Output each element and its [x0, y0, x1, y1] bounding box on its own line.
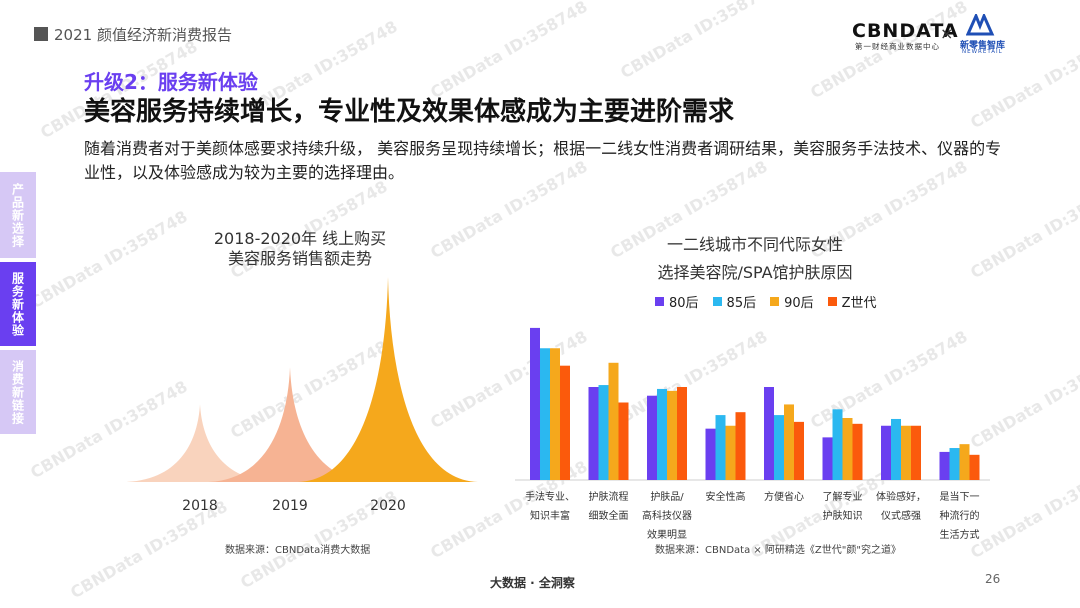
- x-tick-label: 手法专业、知识丰富: [525, 490, 575, 522]
- section-subtitle: 升级2：服务新体验: [84, 70, 258, 94]
- bar-80后: [530, 327, 540, 480]
- bar-80后: [881, 425, 891, 480]
- sales-peak-2018: [125, 404, 275, 482]
- bar-85后: [774, 415, 784, 480]
- legend-item-z: Z世代: [827, 292, 877, 311]
- watermark-text: CBNData ID:358748: [617, 0, 781, 83]
- chart2-legend: 80后 85后 90后 Z世代: [655, 292, 877, 311]
- x-tick-label: 2019: [272, 498, 308, 514]
- x-tick-label: 了解专业护肤知识: [823, 490, 863, 522]
- bar-80后: [588, 387, 599, 480]
- legend-label: 90后: [784, 296, 814, 311]
- logo-separator: ×: [940, 24, 954, 43]
- bar-90后: [725, 425, 736, 480]
- x-tick-label: 护肤品/高科技仪器效果明显: [642, 490, 692, 541]
- chart1-title: 2018-2020年 线上购买 美容服务销售额走势: [180, 229, 420, 269]
- side-nav-label: 消费新链接: [10, 359, 25, 425]
- bar-80后: [647, 395, 657, 480]
- header-marker: [34, 27, 48, 41]
- page-number: 26: [985, 572, 1001, 586]
- bar-90后: [959, 444, 970, 480]
- chart1-sales-trend: 2018 2019 2020: [125, 277, 478, 514]
- newretail-logo: 新零售智库: [960, 41, 1006, 51]
- bar-Z世代: [677, 387, 687, 480]
- legend-swatch: [655, 297, 664, 306]
- bar-90后: [667, 390, 677, 480]
- legend-item-80: 80后: [655, 292, 699, 311]
- legend-swatch: [712, 297, 722, 306]
- x-tick-label: 2020: [370, 498, 406, 514]
- bar-90后: [784, 404, 794, 480]
- watermark-text: CBNData ID:358748: [967, 176, 1080, 283]
- bar-80后: [705, 428, 716, 480]
- x-tick-label: 2018: [182, 498, 218, 514]
- bar-80后: [939, 451, 950, 480]
- bar-90后: [901, 425, 911, 480]
- bar-Z世代: [618, 402, 629, 480]
- legend-item-85: 85后: [712, 292, 757, 311]
- bar-Z世代: [735, 412, 746, 480]
- chart2-source: 数据来源：CBNData × 阿研精选《Z世代"颜"究之道》: [655, 545, 901, 556]
- newretail-logo-subtitle: NEWRETAIL: [962, 49, 1003, 55]
- chart2-title-line: 一二线城市不同代际女性: [666, 235, 843, 254]
- bar-80后: [764, 387, 774, 480]
- chart1-source: 数据来源：CBNData消费大数据: [225, 545, 371, 556]
- bar-Z世代: [852, 423, 863, 480]
- chart2-title-line: 选择美容院/SPA馆护肤原因: [657, 263, 853, 282]
- bar-90后: [608, 362, 619, 480]
- cbndata-logo: CBNDATA: [852, 20, 959, 42]
- bar-85后: [891, 418, 901, 480]
- bar-90后: [842, 418, 853, 480]
- bar-85后: [540, 348, 550, 480]
- legend-label: Z世代: [841, 296, 877, 311]
- bar-Z世代: [794, 421, 804, 480]
- x-tick-label: 体验感好，仪式感强: [876, 490, 926, 522]
- x-tick-label: 护肤流程细致全面: [589, 490, 629, 522]
- report-title: 2021 颜值经济新消费报告: [54, 26, 232, 44]
- footer-tagline: 大数据 · 全洞察: [490, 576, 575, 590]
- legend-swatch: [827, 297, 837, 306]
- bar-85后: [657, 388, 667, 480]
- side-nav-consumption[interactable]: 消费新链接: [0, 350, 36, 434]
- section-description: 随着消费者对于美颜体感要求持续升级， 美容服务呈现持续增长；根据一二线女性消费者…: [84, 139, 1002, 182]
- side-nav-product[interactable]: 产品新选择: [0, 172, 36, 258]
- watermark-text: CBNData ID:358748: [427, 0, 591, 103]
- sales-peak-2020: [298, 277, 478, 482]
- bar-85后: [598, 385, 609, 480]
- bar-Z世代: [969, 454, 980, 480]
- legend-item-90: 90后: [770, 292, 814, 311]
- bar-85后: [715, 415, 726, 480]
- legend-swatch: [770, 297, 780, 306]
- legend-label: 85后: [726, 296, 757, 311]
- x-tick-label: 是当下一种流行的生活方式: [940, 490, 980, 541]
- bar-85后: [949, 448, 960, 480]
- side-nav-label: 产品新选择: [10, 182, 25, 248]
- cbndata-logo-subtitle: 第一财经商业数据中心: [855, 42, 940, 51]
- bar-Z世代: [911, 425, 921, 480]
- legend-label: 80后: [669, 296, 699, 311]
- sales-peak-2019: [208, 367, 372, 482]
- chart1-title-line: 美容服务销售额走势: [227, 249, 372, 268]
- x-tick-label: 方便省心: [764, 490, 804, 503]
- chart1-title-line: 2018-2020年 线上购买: [213, 229, 387, 248]
- newretail-logo-icon: [966, 14, 995, 36]
- bar-Z世代: [560, 365, 570, 480]
- bar-80后: [822, 437, 833, 480]
- page-headline: 美容服务持续增长，专业性及效果体感成为主要进阶需求: [84, 97, 735, 127]
- side-nav-label: 服务新体验: [10, 271, 25, 337]
- bar-90后: [550, 348, 560, 480]
- side-nav-service[interactable]: 服务新体验: [0, 262, 36, 346]
- bar-85后: [832, 409, 843, 480]
- x-tick-label: 安全性高: [706, 490, 746, 503]
- chart2-title: 一二线城市不同代际女性 选择美容院/SPA馆护肤原因: [590, 231, 920, 287]
